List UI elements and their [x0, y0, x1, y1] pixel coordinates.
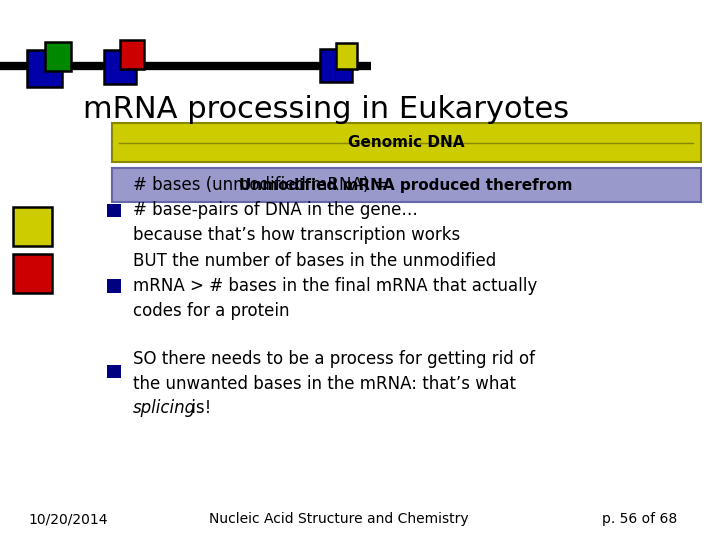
- Text: SO there needs to be a process for getting rid of
the unwanted bases in the mRNA: SO there needs to be a process for getti…: [133, 350, 535, 393]
- Bar: [13, 254, 52, 293]
- Text: BUT the number of bases in the unmodified
mRNA > # bases in the final mRNA that : BUT the number of bases in the unmodifie…: [133, 252, 537, 320]
- Text: p. 56 of 68: p. 56 of 68: [601, 512, 677, 526]
- Text: 10/20/2014: 10/20/2014: [29, 512, 108, 526]
- Bar: [120, 40, 144, 69]
- Text: splicing: splicing: [133, 399, 197, 416]
- Bar: [27, 50, 62, 87]
- Bar: [13, 207, 52, 246]
- Bar: [320, 49, 352, 82]
- Bar: [107, 204, 121, 217]
- Text: Genomic DNA: Genomic DNA: [348, 135, 464, 150]
- Text: Nucleic Acid Structure and Chemistry: Nucleic Acid Structure and Chemistry: [209, 512, 468, 526]
- Bar: [107, 364, 121, 378]
- Text: is!: is!: [186, 399, 211, 416]
- Bar: [107, 279, 121, 293]
- Text: mRNA processing in Eukaryotes: mRNA processing in Eukaryotes: [83, 94, 569, 124]
- Text: Unmodified mRNA produced therefrom: Unmodified mRNA produced therefrom: [239, 178, 573, 193]
- Bar: [112, 123, 701, 162]
- Text: # bases (unmodified mRNA) =
# base-pairs of DNA in the gene…
because that’s how : # bases (unmodified mRNA) = # base-pairs…: [133, 177, 461, 244]
- Bar: [104, 50, 136, 84]
- Bar: [112, 168, 701, 202]
- Bar: [45, 42, 71, 71]
- Bar: [336, 43, 357, 69]
